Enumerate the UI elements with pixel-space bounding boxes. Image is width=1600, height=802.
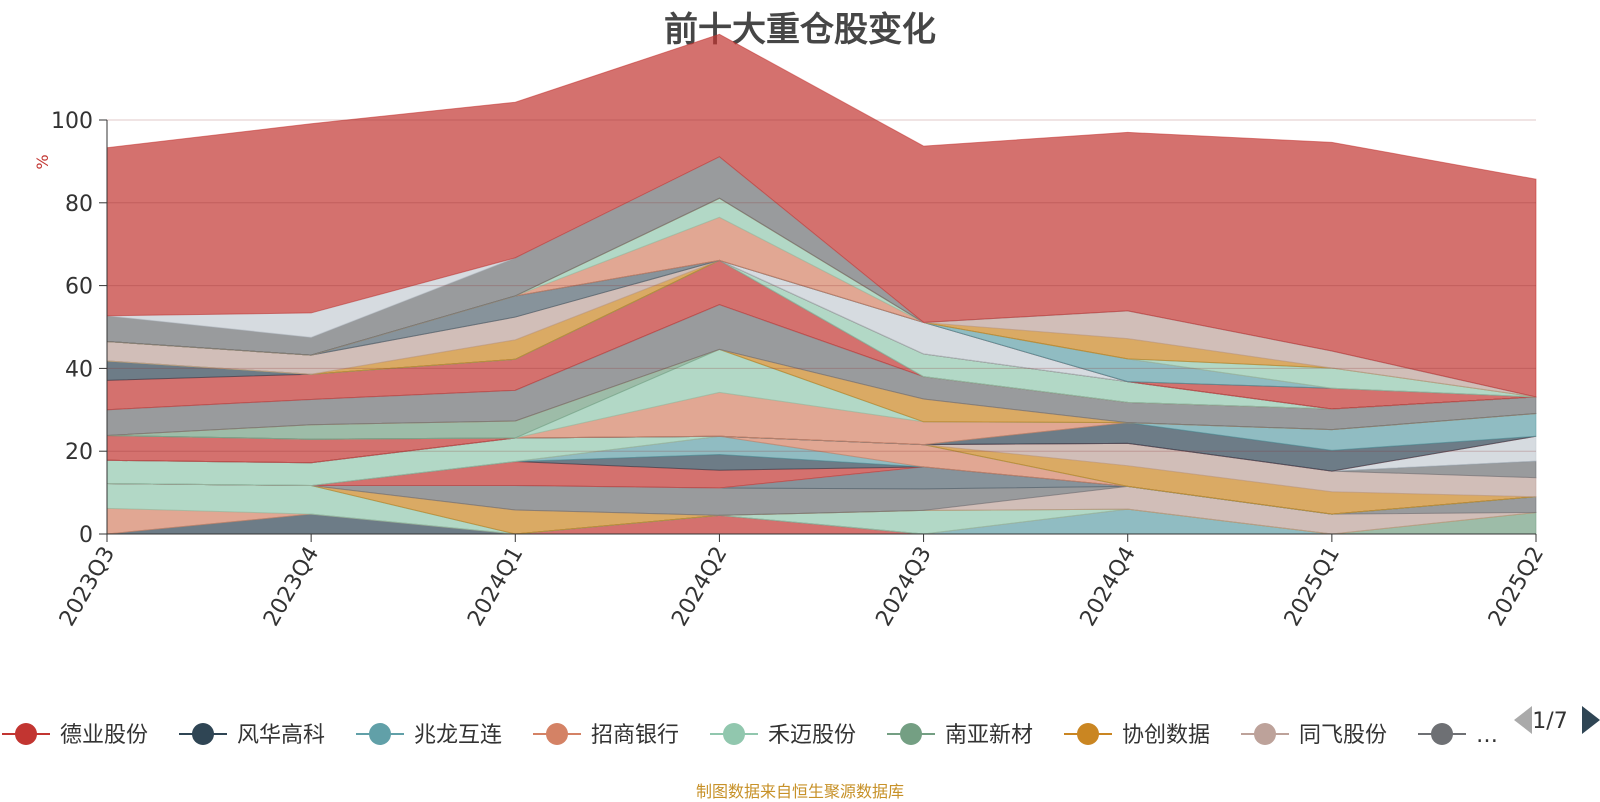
legend-marker-icon — [369, 723, 391, 745]
legend-prev-icon[interactable] — [1514, 706, 1532, 734]
legend-item[interactable]: 兆龙互连 — [356, 723, 502, 748]
x-tick-label: 2024Q2 — [667, 543, 732, 631]
legend-label: 招商银行 — [591, 723, 679, 748]
x-tick-label: 2024Q3 — [871, 543, 936, 631]
legend-label: 兆龙互连 — [414, 723, 502, 748]
x-tick-label: 2024Q1 — [463, 543, 528, 631]
legend-marker-icon — [546, 723, 568, 745]
legend-marker-icon — [1077, 723, 1099, 745]
legend-label: 风华高科 — [237, 723, 325, 748]
legend-item[interactable]: 德业股份 — [2, 723, 148, 748]
x-tick-label: 2023Q4 — [259, 543, 324, 631]
area-series-55[interactable] — [106, 33, 1537, 398]
legend-item[interactable]: 同飞股份 — [1241, 723, 1387, 748]
legend-page-indicator: 1/7 — [1532, 709, 1567, 734]
legend-marker-icon — [1254, 723, 1276, 745]
legend-item[interactable]: 风华高科 — [179, 723, 325, 748]
legend-pager: 1/7 — [1514, 706, 1600, 734]
legend-marker-icon — [1431, 723, 1453, 745]
legend-marker-icon — [15, 723, 37, 745]
x-tick-label: 2025Q1 — [1280, 543, 1345, 631]
legend-next-icon[interactable] — [1582, 706, 1600, 734]
legend-item[interactable]: 禾迈股份 — [710, 723, 856, 748]
legend-item[interactable]: 招商银行 — [533, 723, 679, 748]
legend-item[interactable]: 协创数据 — [1064, 723, 1210, 748]
plot-areas — [106, 33, 1537, 535]
legend-label: 南亚新材 — [945, 723, 1033, 748]
y-tick-label: 100 — [51, 109, 93, 134]
y-tick-label: 0 — [79, 523, 93, 548]
legend-label: … — [1476, 723, 1498, 748]
legend-item[interactable]: 南亚新材 — [887, 723, 1033, 748]
legend-label: 禾迈股份 — [768, 723, 856, 748]
x-tick-label: 2023Q3 — [55, 543, 120, 631]
source-note: 制图数据来自恒生聚源数据库 — [695, 782, 904, 801]
legend-label: 德业股份 — [60, 723, 148, 748]
legend-label: 同飞股份 — [1299, 723, 1387, 748]
legend-marker-icon — [192, 723, 214, 745]
legend-label: 协创数据 — [1122, 723, 1210, 748]
legend-marker-icon — [723, 723, 745, 745]
legend-item[interactable]: … — [1418, 723, 1498, 748]
y-tick-label: 20 — [65, 440, 93, 465]
x-tick-label: 2025Q2 — [1484, 543, 1549, 631]
grid-lines — [107, 119, 1536, 452]
y-tick-label: 40 — [65, 357, 93, 382]
y-axis-label: % — [33, 154, 52, 169]
legend: 德业股份 风华高科 兆龙互连 招商银行 禾迈股份 南亚新材 协创数据 同飞股份 … — [2, 723, 1498, 748]
y-tick-label: 60 — [65, 275, 93, 300]
legend-marker-icon — [900, 723, 922, 745]
x-tick-label: 2024Q4 — [1076, 543, 1141, 631]
y-tick-label: 80 — [65, 192, 93, 217]
